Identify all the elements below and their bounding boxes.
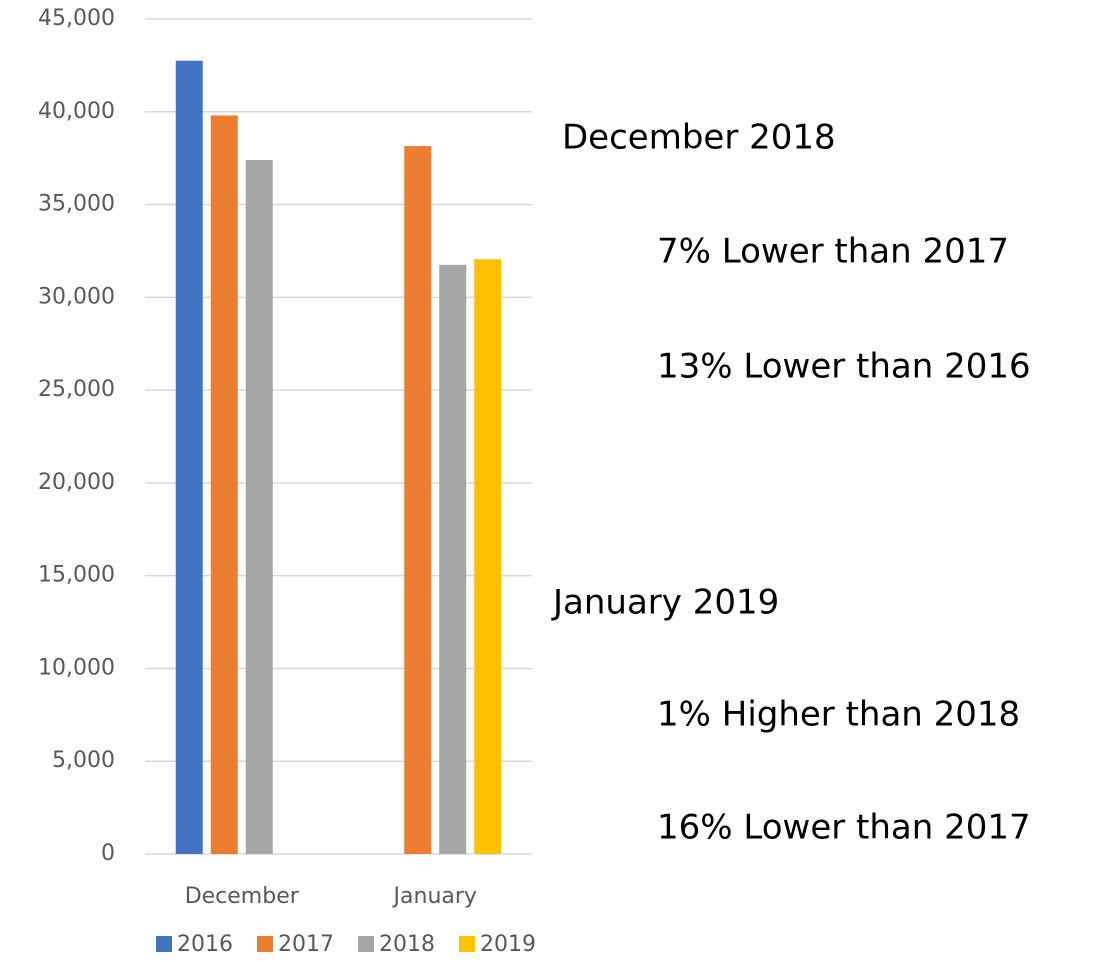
legend-label: 2017 [278, 932, 334, 957]
annotation: December 2018 [562, 118, 836, 158]
legend-label: 2018 [379, 932, 435, 957]
y-tick-label: 25,000 [38, 377, 115, 402]
bar [404, 146, 432, 854]
y-tick-label: 20,000 [38, 470, 115, 495]
annotation: 16% Lower than 2017 [657, 808, 1031, 848]
annotation: 7% Lower than 2017 [657, 232, 1009, 272]
legend-swatch [257, 936, 273, 952]
y-tick-label: 35,000 [38, 192, 115, 217]
y-tick-label: 0 [101, 841, 115, 866]
y-tick-label: 5,000 [52, 748, 115, 773]
annotation: 13% Lower than 2016 [657, 347, 1031, 387]
bar [474, 259, 502, 854]
x-tick-label: January [392, 884, 477, 909]
bar [210, 115, 238, 854]
legend-swatch [358, 936, 374, 952]
legend-swatch [156, 936, 172, 952]
y-tick-label: 10,000 [38, 655, 115, 680]
bar [439, 264, 467, 855]
annotation: January 2019 [551, 583, 779, 623]
legend-label: 2019 [480, 932, 536, 957]
y-tick-label: 30,000 [38, 284, 115, 309]
legend-label: 2016 [177, 932, 233, 957]
bar [245, 160, 273, 854]
bar [175, 60, 203, 854]
x-tick-label: December [185, 884, 300, 909]
y-tick-label: 45,000 [38, 6, 115, 31]
y-tick-label: 15,000 [38, 563, 115, 588]
legend-swatch [459, 936, 475, 952]
annotation: 1% Higher than 2018 [657, 695, 1020, 735]
y-tick-label: 40,000 [38, 99, 115, 124]
